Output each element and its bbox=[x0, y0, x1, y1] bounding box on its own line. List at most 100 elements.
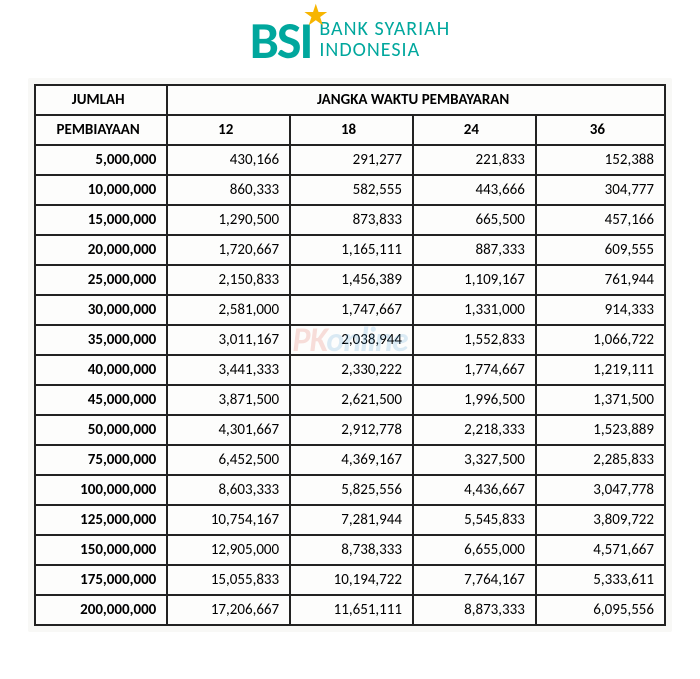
col-18: 18 bbox=[290, 115, 413, 145]
value-cell: 291,277 bbox=[290, 145, 413, 175]
value-cell: 3,011,167 bbox=[167, 325, 290, 355]
value-cell: 1,747,667 bbox=[290, 295, 413, 325]
value-cell: 1,996,500 bbox=[413, 385, 536, 415]
table-body: 5,000,000430,166291,277221,833152,38810,… bbox=[35, 145, 665, 625]
logo-mark-text: BSI bbox=[250, 8, 312, 72]
value-cell: 609,555 bbox=[536, 235, 665, 265]
value-cell: 7,281,944 bbox=[290, 505, 413, 535]
table-row: 150,000,00012,905,0008,738,3336,655,0004… bbox=[35, 535, 665, 565]
value-cell: 2,285,833 bbox=[536, 445, 665, 475]
value-cell: 8,738,333 bbox=[290, 535, 413, 565]
value-cell: 2,330,222 bbox=[290, 355, 413, 385]
header-pembiayaan: PEMBIAYAAN bbox=[35, 115, 167, 145]
value-cell: 4,301,667 bbox=[167, 415, 290, 445]
table-row: 20,000,0001,720,6671,165,111887,333609,5… bbox=[35, 235, 665, 265]
table-row: 75,000,0006,452,5004,369,1673,327,5002,2… bbox=[35, 445, 665, 475]
table-sheet: JUMLAH JANGKA WAKTU PEMBAYARAN PEMBIAYAA… bbox=[28, 78, 672, 632]
table-row: 50,000,0004,301,6672,912,7782,218,3331,5… bbox=[35, 415, 665, 445]
value-cell: 582,555 bbox=[290, 175, 413, 205]
value-cell: 457,166 bbox=[536, 205, 665, 235]
header-jumlah: JUMLAH bbox=[35, 85, 167, 115]
value-cell: 11,651,111 bbox=[290, 595, 413, 625]
col-24: 24 bbox=[413, 115, 536, 145]
value-cell: 887,333 bbox=[413, 235, 536, 265]
value-cell: 304,777 bbox=[536, 175, 665, 205]
value-cell: 860,333 bbox=[167, 175, 290, 205]
table-row: 200,000,00017,206,66711,651,1118,873,333… bbox=[35, 595, 665, 625]
value-cell: 2,912,778 bbox=[290, 415, 413, 445]
payment-table: JUMLAH JANGKA WAKTU PEMBAYARAN PEMBIAYAA… bbox=[34, 84, 666, 626]
value-cell: 3,047,778 bbox=[536, 475, 665, 505]
value-cell: 152,388 bbox=[536, 145, 665, 175]
amount-cell: 35,000,000 bbox=[35, 325, 167, 355]
value-cell: 2,038,944 bbox=[290, 325, 413, 355]
table-row: 35,000,0003,011,1672,038,9441,552,8331,0… bbox=[35, 325, 665, 355]
value-cell: 3,327,500 bbox=[413, 445, 536, 475]
amount-cell: 50,000,000 bbox=[35, 415, 167, 445]
logo-line2: INDONESIA bbox=[319, 40, 450, 61]
table-row: 45,000,0003,871,5002,621,5001,996,5001,3… bbox=[35, 385, 665, 415]
amount-cell: 10,000,000 bbox=[35, 175, 167, 205]
value-cell: 8,873,333 bbox=[413, 595, 536, 625]
table-row: 25,000,0002,150,8331,456,3891,109,167761… bbox=[35, 265, 665, 295]
amount-cell: 45,000,000 bbox=[35, 385, 167, 415]
value-cell: 10,194,722 bbox=[290, 565, 413, 595]
col-36: 36 bbox=[536, 115, 665, 145]
logo: BSI ★ BANK SYARIAH INDONESIA bbox=[0, 0, 700, 78]
value-cell: 7,764,167 bbox=[413, 565, 536, 595]
value-cell: 665,500 bbox=[413, 205, 536, 235]
value-cell: 1,552,833 bbox=[413, 325, 536, 355]
value-cell: 1,720,667 bbox=[167, 235, 290, 265]
table-row: 40,000,0003,441,3332,330,2221,774,6671,2… bbox=[35, 355, 665, 385]
value-cell: 3,441,333 bbox=[167, 355, 290, 385]
amount-cell: 5,000,000 bbox=[35, 145, 167, 175]
amount-cell: 100,000,000 bbox=[35, 475, 167, 505]
value-cell: 5,825,556 bbox=[290, 475, 413, 505]
value-cell: 2,218,333 bbox=[413, 415, 536, 445]
value-cell: 1,456,389 bbox=[290, 265, 413, 295]
table-row: 15,000,0001,290,500873,833665,500457,166 bbox=[35, 205, 665, 235]
value-cell: 1,774,667 bbox=[413, 355, 536, 385]
value-cell: 1,109,167 bbox=[413, 265, 536, 295]
logo-text: BANK SYARIAH INDONESIA bbox=[319, 19, 450, 61]
amount-cell: 40,000,000 bbox=[35, 355, 167, 385]
col-12: 12 bbox=[167, 115, 290, 145]
value-cell: 761,944 bbox=[536, 265, 665, 295]
value-cell: 17,206,667 bbox=[167, 595, 290, 625]
value-cell: 2,621,500 bbox=[290, 385, 413, 415]
table-row: 10,000,000860,333582,555443,666304,777 bbox=[35, 175, 665, 205]
value-cell: 1,523,889 bbox=[536, 415, 665, 445]
value-cell: 4,571,667 bbox=[536, 535, 665, 565]
value-cell: 8,603,333 bbox=[167, 475, 290, 505]
value-cell: 1,371,500 bbox=[536, 385, 665, 415]
value-cell: 1,165,111 bbox=[290, 235, 413, 265]
value-cell: 15,055,833 bbox=[167, 565, 290, 595]
amount-cell: 150,000,000 bbox=[35, 535, 167, 565]
logo-mark: BSI ★ bbox=[250, 14, 312, 66]
value-cell: 443,666 bbox=[413, 175, 536, 205]
amount-cell: 200,000,000 bbox=[35, 595, 167, 625]
amount-cell: 175,000,000 bbox=[35, 565, 167, 595]
value-cell: 2,581,000 bbox=[167, 295, 290, 325]
value-cell: 4,369,167 bbox=[290, 445, 413, 475]
value-cell: 1,331,000 bbox=[413, 295, 536, 325]
value-cell: 2,150,833 bbox=[167, 265, 290, 295]
header-jangka: JANGKA WAKTU PEMBAYARAN bbox=[167, 85, 665, 115]
amount-cell: 25,000,000 bbox=[35, 265, 167, 295]
value-cell: 6,452,500 bbox=[167, 445, 290, 475]
value-cell: 10,754,167 bbox=[167, 505, 290, 535]
value-cell: 1,066,722 bbox=[536, 325, 665, 355]
value-cell: 3,809,722 bbox=[536, 505, 665, 535]
value-cell: 12,905,000 bbox=[167, 535, 290, 565]
table-row: 5,000,000430,166291,277221,833152,388 bbox=[35, 145, 665, 175]
amount-cell: 15,000,000 bbox=[35, 205, 167, 235]
value-cell: 6,655,000 bbox=[413, 535, 536, 565]
value-cell: 914,333 bbox=[536, 295, 665, 325]
value-cell: 6,095,556 bbox=[536, 595, 665, 625]
header-row-1: JUMLAH JANGKA WAKTU PEMBAYARAN bbox=[35, 85, 665, 115]
amount-cell: 75,000,000 bbox=[35, 445, 167, 475]
value-cell: 4,436,667 bbox=[413, 475, 536, 505]
value-cell: 873,833 bbox=[290, 205, 413, 235]
table-row: 175,000,00015,055,83310,194,7227,764,167… bbox=[35, 565, 665, 595]
value-cell: 430,166 bbox=[167, 145, 290, 175]
